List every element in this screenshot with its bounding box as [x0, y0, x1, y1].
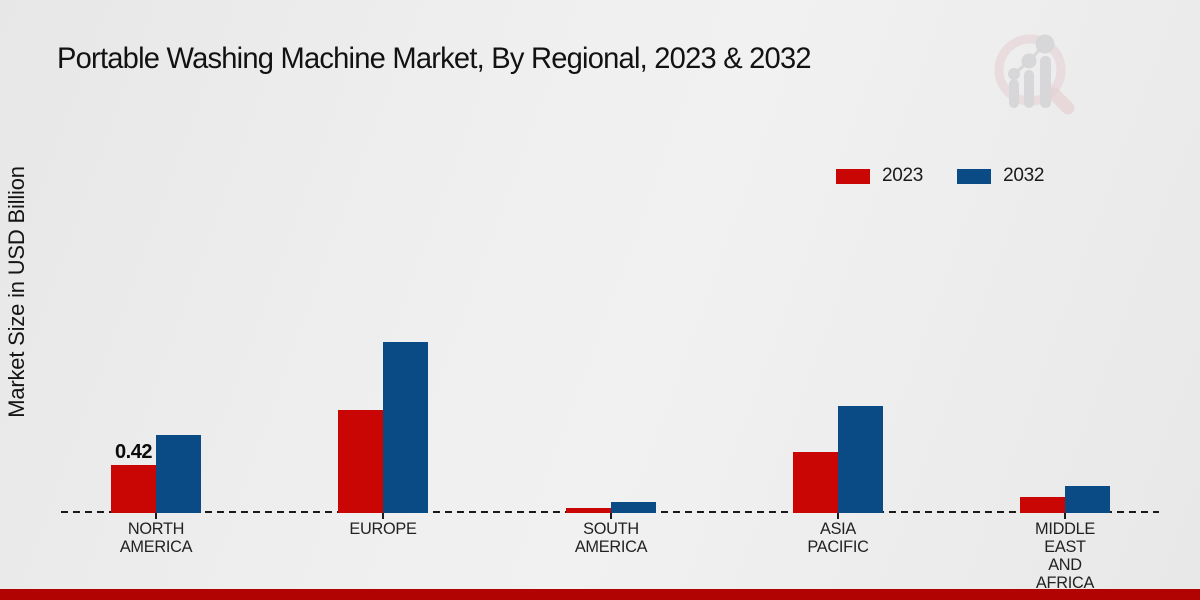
x-axis-tick: [382, 513, 385, 519]
bar-2023-europe: [338, 410, 384, 513]
legend-item-2032: 2032: [957, 165, 1044, 187]
x-axis-category-label: ASIA PACIFIC: [807, 519, 869, 556]
x-axis-tick: [609, 513, 612, 519]
legend-swatch-2023: [836, 168, 870, 184]
bar-2032-europe: [383, 342, 429, 513]
bar-value-label: 0.42: [115, 441, 152, 463]
x-axis-tick: [836, 513, 839, 519]
magnifier-bar-chart-logo-icon: [994, 34, 1075, 115]
x-axis-category-label: NORTH AMERICA: [119, 519, 193, 556]
legend-swatch-2032: [957, 168, 992, 184]
bar-2032-north-america: [156, 435, 201, 513]
bar-2032-south-america: [610, 502, 656, 513]
x-axis-category-label: SOUTH AMERICA: [574, 519, 647, 556]
bar-2023-north-america: [111, 465, 156, 513]
bar-2032-middle-east-and-africa: [1065, 486, 1110, 513]
x-axis-tick: [1064, 513, 1066, 519]
legend-label: 2032: [1003, 165, 1045, 186]
chart-title: Portable Washing Machine Market, By Regi…: [57, 42, 812, 75]
x-axis-category-label: MIDDLE EAST AND AFRICA: [1035, 519, 1095, 592]
x-axis-tick: [155, 513, 157, 519]
legend-item-2023: 2023: [836, 165, 923, 187]
bar-2032-asia-pacific: [837, 406, 883, 513]
legend: 2023 2032: [836, 165, 1044, 187]
bar-2023-middle-east-and-africa: [1020, 497, 1065, 513]
x-axis-category-label: EUROPE: [349, 519, 417, 538]
bar-2023-south-america: [565, 508, 611, 513]
bar-2023-asia-pacific: [792, 452, 838, 513]
footer-red-bar: [0, 589, 1200, 600]
legend-label: 2023: [882, 165, 924, 186]
